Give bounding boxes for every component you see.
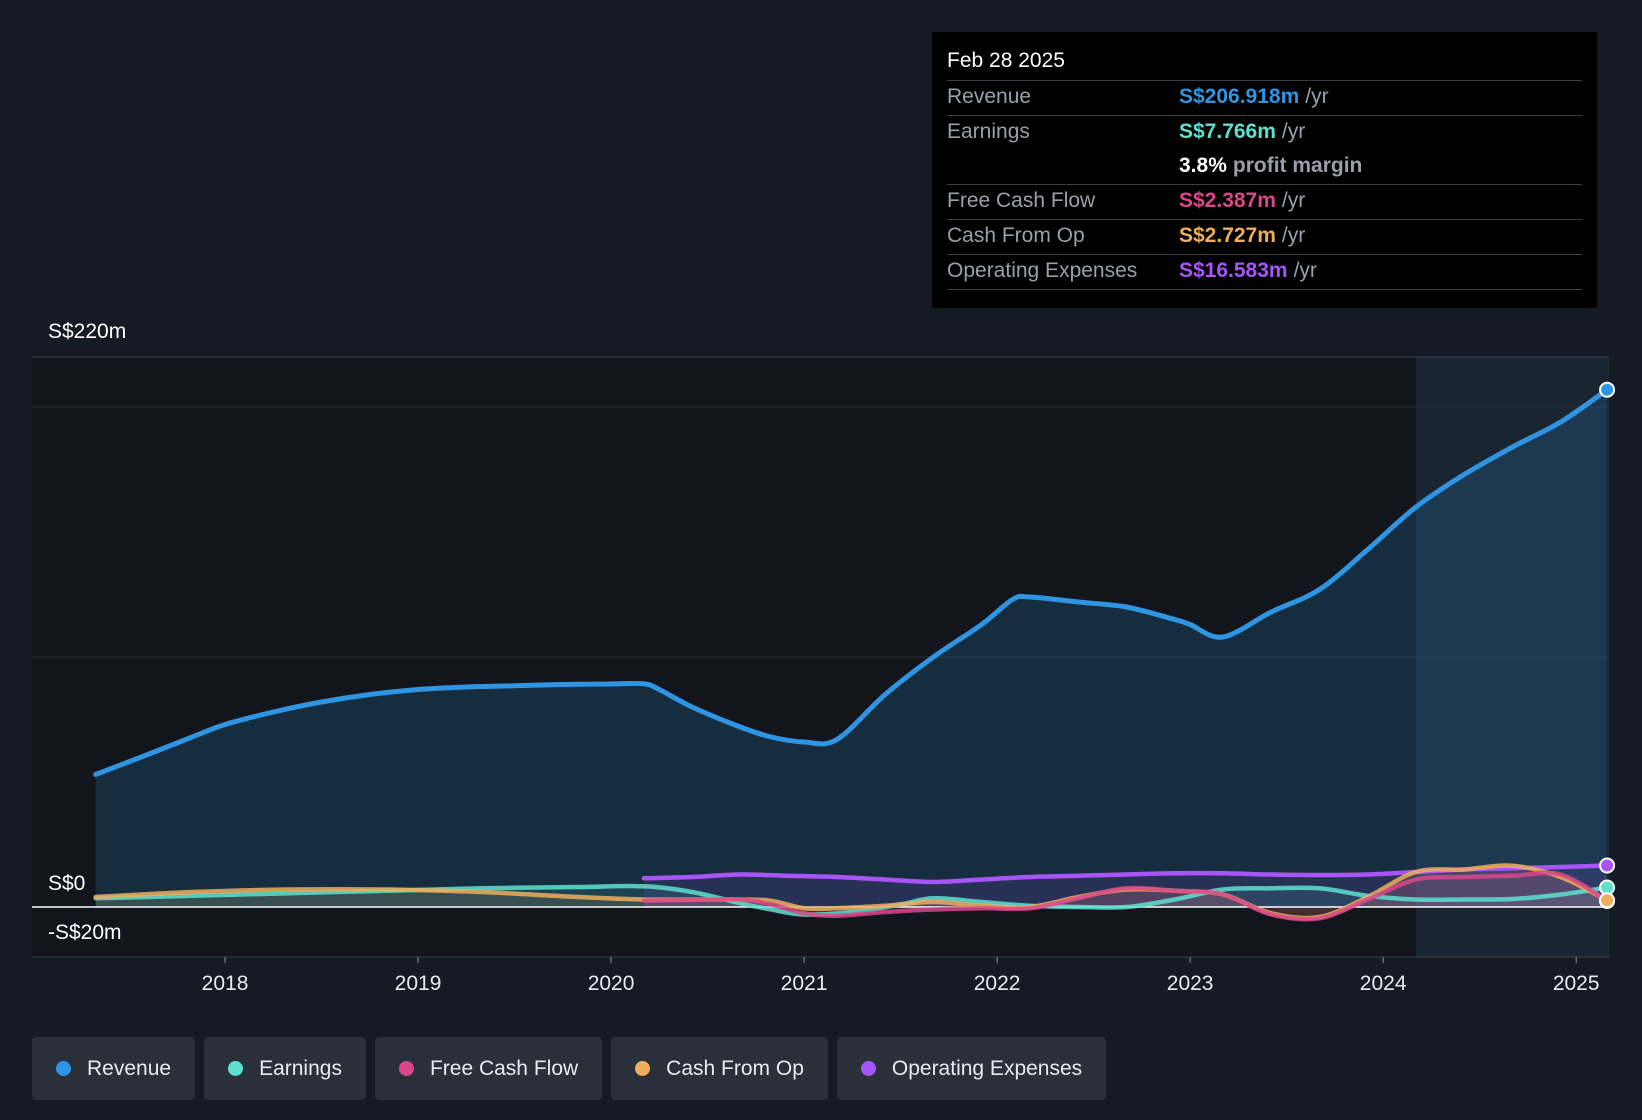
tooltip-unit: /yr <box>1281 224 1306 247</box>
x-tick-label: 2022 <box>974 972 1021 995</box>
tooltip-value: S$2.387m <box>1179 189 1276 212</box>
series-line-cash-from-op <box>93 863 1610 921</box>
tooltip-unit: /yr <box>1305 85 1329 108</box>
legend-item-free-cash-flow[interactable]: Free Cash Flow <box>374 1037 603 1100</box>
tooltip-row-cfo: Cash From Op S$2.727m /yr <box>947 220 1582 255</box>
tooltip-label: Operating Expenses <box>947 259 1138 282</box>
x-tick-label: 2023 <box>1167 972 1214 995</box>
legend-dot-icon <box>228 1061 244 1076</box>
legend-dot-icon <box>56 1061 71 1076</box>
x-tick-label: 2020 <box>588 972 635 995</box>
legend-dot-icon <box>860 1061 876 1076</box>
legend-dot-icon <box>635 1061 651 1076</box>
legend-label: Revenue <box>87 1056 172 1080</box>
series-line-revenue <box>93 387 1610 777</box>
y-label-bottom: -S$20m <box>48 921 122 944</box>
end-markers <box>1599 381 1616 909</box>
tooltip-value: S$2.727m <box>1179 224 1276 247</box>
tooltip-unit: /yr <box>1281 189 1306 212</box>
tooltip-value: S$206.918m <box>1179 85 1300 108</box>
legend-item-revenue[interactable]: Revenue <box>32 1037 196 1100</box>
series-line-earnings <box>93 883 1610 917</box>
x-tick-label: 2025 <box>1553 972 1600 995</box>
tooltip-value: 3.8% <box>1179 154 1227 177</box>
end-marker-cash-from-op <box>1599 892 1616 909</box>
end-marker-operating-expenses <box>1599 857 1616 874</box>
tooltip-unit: profit margin <box>1232 154 1363 177</box>
tooltip-label: Earnings <box>947 120 1030 143</box>
x-tick-label: 2021 <box>781 972 828 995</box>
legend-label: Free Cash Flow <box>429 1056 579 1080</box>
legend-item-earnings[interactable]: Earnings <box>204 1037 366 1100</box>
x-tick-label: 2024 <box>1360 972 1407 995</box>
x-tick-label: 2018 <box>202 972 249 995</box>
series-area-revenue <box>95 389 1608 907</box>
legend-label: Operating Expenses <box>891 1056 1083 1080</box>
tooltip-row-fcf: Free Cash Flow S$2.387m /yr <box>947 185 1582 220</box>
y-label-top: S$220m <box>48 320 127 343</box>
tooltip-date: Feb 28 2025 <box>947 46 1582 81</box>
legend: Revenue Earnings Free Cash Flow Cash Fro… <box>32 1037 1107 1100</box>
x-tick-label: 2019 <box>395 972 442 995</box>
series-lines <box>32 387 1610 922</box>
tooltip-label: Revenue <box>947 85 1032 108</box>
tooltip-row-opex: Operating Expenses S$16.583m /yr <box>947 255 1582 290</box>
tooltip-row-margin: 3.8% profit margin <box>947 150 1582 185</box>
series-area-cash-from-op <box>95 865 1608 919</box>
legend-label: Cash From Op <box>666 1056 804 1080</box>
series-line-free-cash-flow <box>641 870 1610 922</box>
y-label-zero: S$0 <box>48 872 86 895</box>
legend-item-operating-expenses[interactable]: Operating Expenses <box>836 1037 1107 1100</box>
gridlines <box>32 356 1609 958</box>
tooltip-value: S$16.583m <box>1179 259 1288 282</box>
tooltip-panel: Feb 28 2025 Revenue S$206.918m /yr Earni… <box>932 32 1597 308</box>
tooltip-row-earnings: Earnings S$7.766m /yr <box>947 116 1582 150</box>
tooltip-unit: /yr <box>1293 259 1317 282</box>
tooltip-row-revenue: Revenue S$206.918m /yr <box>947 81 1582 116</box>
legend-item-cash-from-op[interactable]: Cash From Op <box>611 1037 828 1100</box>
tooltip-label: Cash From Op <box>947 224 1085 247</box>
tooltip-label: Free Cash Flow <box>947 189 1096 212</box>
tooltip-value: S$7.766m <box>1179 120 1276 143</box>
end-marker-revenue <box>1599 381 1616 398</box>
legend-dot-icon <box>398 1061 414 1076</box>
tooltip-unit: /yr <box>1281 120 1306 143</box>
x-axis: 2018 2019 2020 2021 2022 2023 2024 2025 <box>202 957 1600 995</box>
legend-label: Earnings <box>259 1056 342 1080</box>
